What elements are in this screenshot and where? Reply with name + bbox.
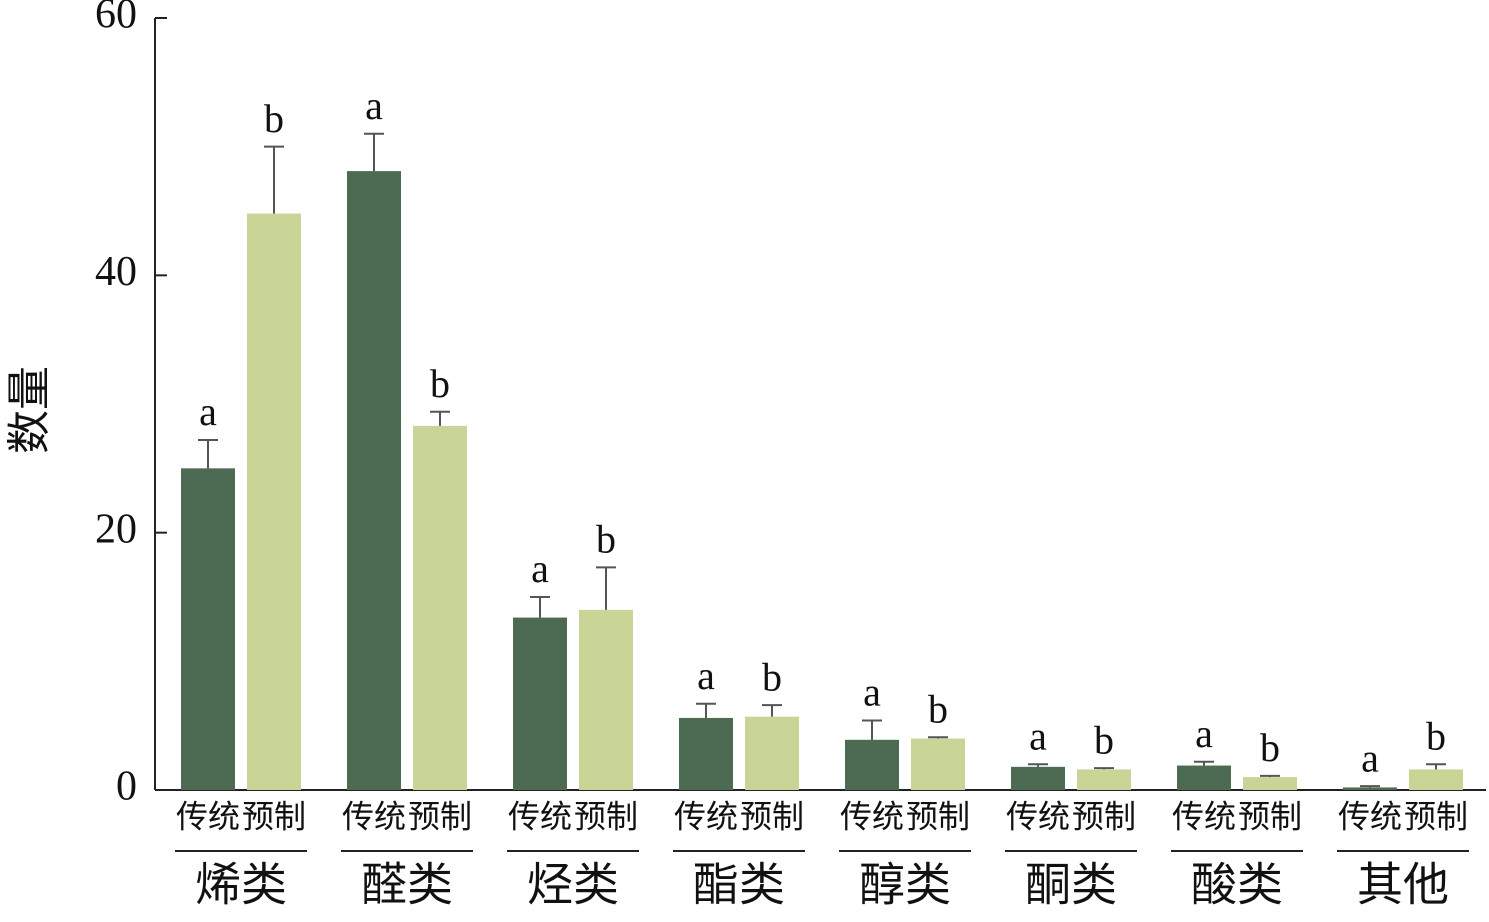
series-label: 传统 [1006, 798, 1070, 834]
significance-label: a [1029, 713, 1047, 758]
series-label: 传统 [176, 798, 240, 834]
series-label: 传统 [840, 798, 904, 834]
bar [679, 717, 733, 790]
significance-label: a [1195, 711, 1213, 756]
significance-label: a [1361, 735, 1379, 780]
bar [579, 609, 633, 790]
series-label: 预制 [1072, 798, 1136, 834]
bar [347, 171, 401, 790]
x-category-label: 醛类 [361, 860, 453, 911]
series-label: 预制 [574, 798, 638, 834]
significance-label: b [1094, 717, 1114, 762]
series-label: 预制 [740, 798, 804, 834]
significance-label: b [762, 654, 782, 699]
series-label: 预制 [408, 798, 472, 834]
bar [181, 468, 235, 790]
series-label: 传统 [1338, 798, 1402, 834]
bar [247, 213, 301, 790]
significance-label: a [365, 83, 383, 128]
y-tick-label: 0 [116, 764, 137, 810]
x-category-label: 烯类 [195, 860, 287, 911]
significance-label: a [531, 546, 549, 591]
significance-label: b [264, 96, 284, 141]
series-label: 传统 [1172, 798, 1236, 834]
significance-label: b [1426, 713, 1446, 758]
series-label: 预制 [1404, 798, 1468, 834]
y-tick-label: 20 [95, 506, 137, 552]
bar [745, 716, 799, 790]
y-tick-label: 40 [95, 249, 137, 295]
x-category-label: 醇类 [859, 860, 951, 911]
bar [413, 425, 467, 790]
x-category-label: 酮类 [1025, 860, 1117, 911]
x-category-label: 烃类 [527, 860, 619, 911]
bar [1409, 769, 1463, 790]
y-axis-label: 数量 [5, 366, 54, 454]
y-tick-label: 60 [95, 0, 137, 38]
bar [1243, 777, 1297, 790]
significance-label: b [1260, 725, 1280, 770]
series-label: 预制 [1238, 798, 1302, 834]
series-label: 预制 [242, 798, 306, 834]
bar [513, 617, 567, 790]
significance-label: b [596, 517, 616, 562]
significance-label: a [863, 670, 881, 715]
x-category-label: 酯类 [693, 860, 785, 911]
bar [1177, 765, 1231, 790]
x-category-label: 其他 [1357, 860, 1449, 911]
significance-label: b [928, 686, 948, 731]
significance-label: a [199, 389, 217, 434]
bar [845, 739, 899, 790]
significance-label: a [697, 653, 715, 698]
bar [1077, 769, 1131, 790]
series-label: 传统 [508, 798, 572, 834]
bar [911, 738, 965, 790]
series-label: 预制 [906, 798, 970, 834]
bar [1343, 787, 1397, 790]
series-label: 传统 [674, 798, 738, 834]
x-category-label: 酸类 [1191, 860, 1283, 911]
series-label: 传统 [342, 798, 406, 834]
significance-label: b [430, 361, 450, 406]
bar [1011, 766, 1065, 790]
